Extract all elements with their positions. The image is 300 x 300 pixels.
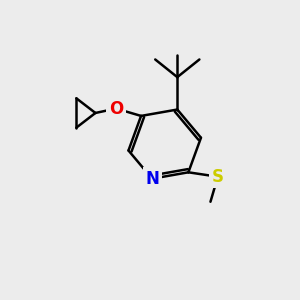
Text: O: O: [109, 100, 123, 118]
Text: S: S: [212, 168, 224, 186]
Text: N: N: [145, 170, 159, 188]
